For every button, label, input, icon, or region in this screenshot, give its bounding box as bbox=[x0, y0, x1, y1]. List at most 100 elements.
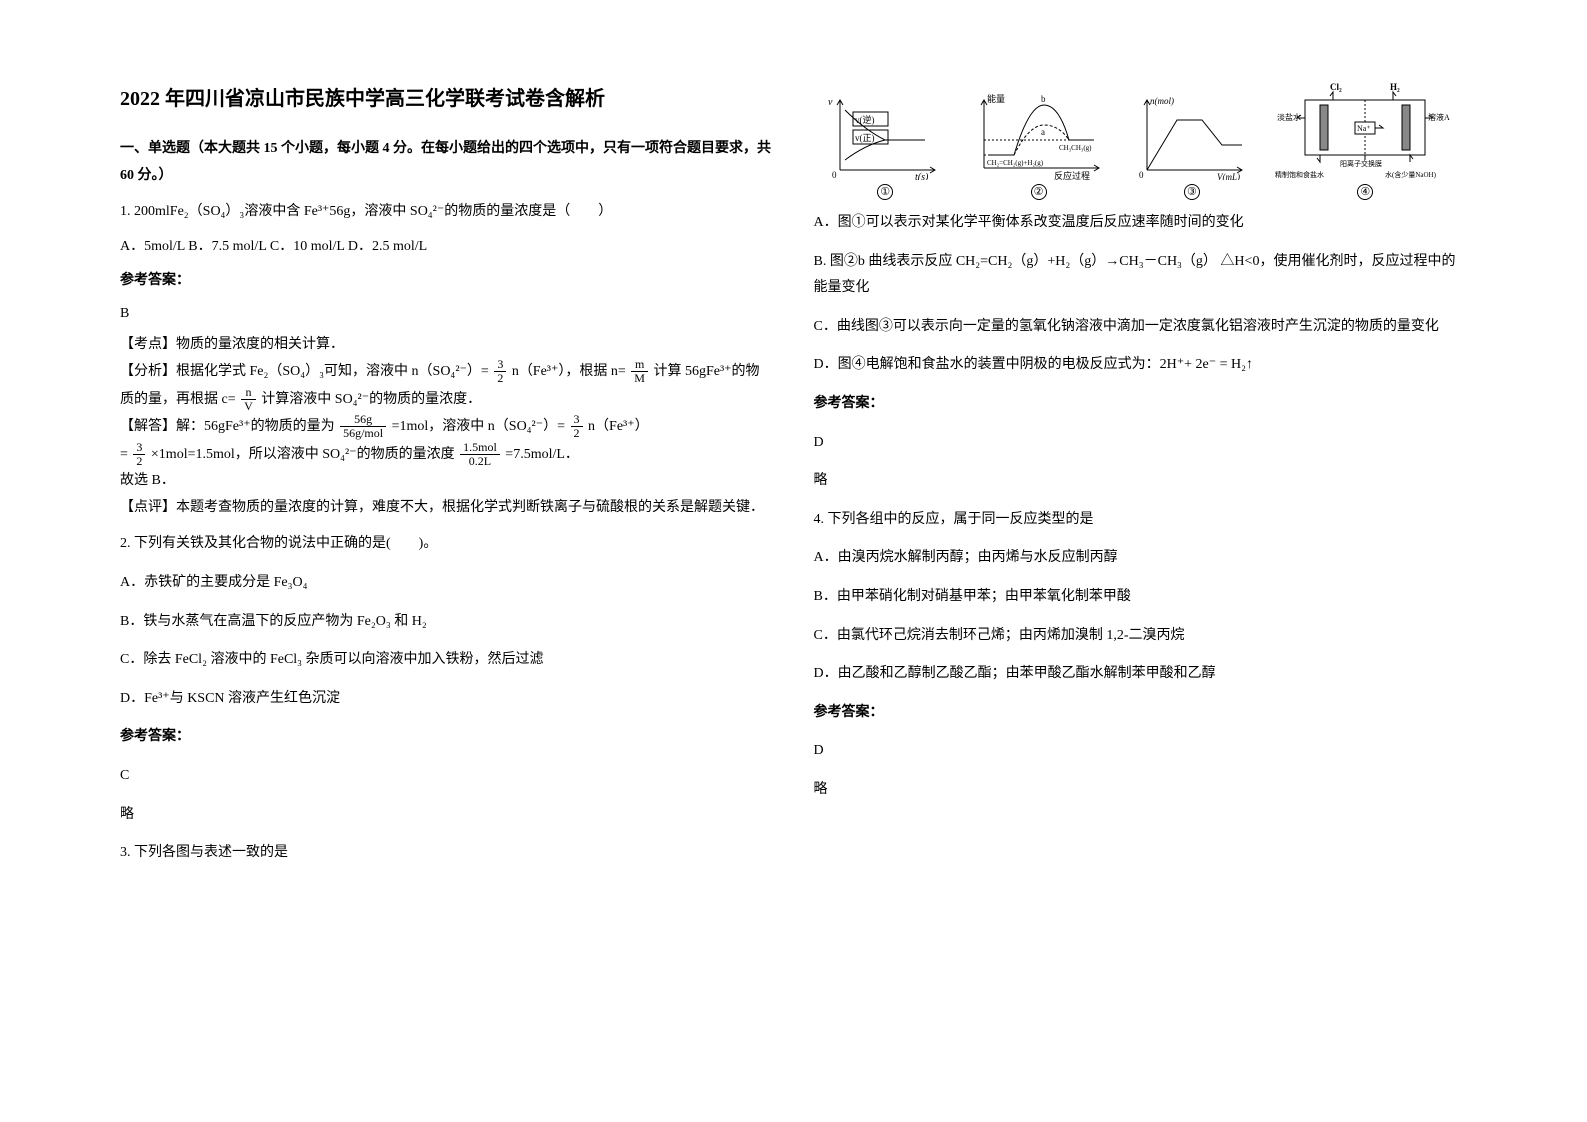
chart-2-svg: b a 能量 CH₃CH₃(g) CH₂=CH₂(g)+H₂(g) 反应过程 bbox=[969, 90, 1109, 180]
c2-b: b bbox=[1041, 94, 1046, 104]
chart-4-number: ④ bbox=[1357, 184, 1373, 200]
c2-line2: CH₂=CH₂(g)+H₂(g) bbox=[987, 159, 1044, 167]
q4-optB: B．由甲苯硝化制对硝基甲苯；由甲苯氧化制苯甲酸 bbox=[814, 584, 1468, 611]
chart-4: Cl₂ H₂ 淡盐水 溶液A Na⁺ 阳离子交换膜 精制饱和食盐水 水( bbox=[1275, 80, 1455, 200]
q2-optB: B．铁与水蒸气在高温下的反应产物为 Fe₂O₃ 和 H₂ bbox=[120, 609, 774, 636]
c2-a: a bbox=[1041, 127, 1045, 137]
q1-stem: 1. 200mlFe₂（SO₄）₃溶液中含 Fe³⁺56g，溶液中 SO₄²⁻的… bbox=[120, 199, 774, 226]
chart-3-svg: n(mol) 0 V(mL) bbox=[1132, 90, 1252, 180]
q4-optC: C．由氯代环己烷消去制环己烯；由丙烯加溴制 1,2-二溴丙烷 bbox=[814, 623, 1468, 650]
right-column: v(逆) v(正) v 0 t(s) ① b a 能量 bbox=[794, 80, 1488, 1082]
c4-bottom-left: 精制饱和食盐水 bbox=[1275, 170, 1324, 179]
frac-m-M: m M bbox=[631, 358, 648, 385]
q1-solve-line2: = 3 2 ×1mol=1.5mol，所以溶液中 SO₄²⁻的物质的量浓度 1.… bbox=[120, 441, 774, 469]
frac-n-V: n V bbox=[241, 386, 256, 413]
q3-skip: 略 bbox=[814, 468, 1468, 495]
frac-num: 3 bbox=[494, 358, 506, 372]
c3-axis-y: n(mol) bbox=[1150, 96, 1174, 106]
q2-optD: D．Fe³⁺与 KSCN 溶液产生红色沉淀 bbox=[120, 686, 774, 713]
question-3-options: A．图①可以表示对某化学平衡体系改变温度后反应速率随时间的变化 B. 图②b 曲… bbox=[814, 210, 1468, 495]
q2-optA: A．赤铁矿的主要成分是 Fe₃O₄ bbox=[120, 570, 774, 597]
q1-s1c: n（Fe³⁺） bbox=[588, 419, 649, 434]
svg-text:Cl₂: Cl₂ bbox=[1330, 82, 1342, 92]
c1-axis-x: t(s) bbox=[915, 172, 929, 180]
frac-den: V bbox=[241, 400, 256, 413]
frac-den: 2 bbox=[494, 372, 506, 385]
q1-a1c: 计算 56gFe³⁺的物 bbox=[653, 364, 759, 379]
c4-na: Na⁺ bbox=[1357, 124, 1371, 133]
q4-optA: A．由溴丙烷水解制丙醇；由丙烯与水反应制丙醇 bbox=[814, 545, 1468, 572]
q2-skip: 略 bbox=[120, 802, 774, 829]
frac-num: 3 bbox=[571, 413, 583, 427]
q4-stem: 4. 下列各组中的反应，属于同一反应类型的是 bbox=[814, 507, 1468, 534]
c4-left-label: 淡盐水 bbox=[1277, 112, 1301, 122]
c1-label-vni: v(逆) bbox=[855, 114, 875, 125]
frac-3-2: 3 2 bbox=[494, 358, 506, 385]
q3-optA: A．图①可以表示对某化学平衡体系改变温度后反应速率随时间的变化 bbox=[814, 210, 1468, 237]
chart-2-number: ② bbox=[1031, 184, 1047, 200]
q3-stem: 3. 下列各图与表述一致的是 bbox=[120, 840, 774, 867]
chart-1: v(逆) v(正) v 0 t(s) ① bbox=[825, 90, 945, 200]
section-heading: 一、单选题（本大题共 15 个小题，每小题 4 分。在每小题给出的四个选项中，只… bbox=[120, 136, 774, 189]
q1-analysis-line2: 质的量，再根据 c= n V 计算溶液中 SO₄²⁻的物质的量浓度． bbox=[120, 386, 774, 414]
charts-row: v(逆) v(正) v 0 t(s) ① b a 能量 bbox=[814, 80, 1468, 200]
q2-optC: C．除去 FeCl₂ 溶液中的 FeCl₃ 杂质可以向溶液中加入铁粉，然后过滤 bbox=[120, 647, 774, 674]
q2-answer: C bbox=[120, 763, 774, 790]
chart-3: n(mol) 0 V(mL) ③ bbox=[1132, 90, 1252, 200]
q2-answer-label: 参考答案： bbox=[120, 724, 774, 751]
q3-answer-label: 参考答案： bbox=[814, 391, 1468, 418]
q1-s2a: = bbox=[120, 447, 128, 462]
c1-label-vzheng: v(正) bbox=[855, 133, 875, 143]
frac-56g: 56g 56g/mol bbox=[340, 413, 386, 440]
chart-1-svg: v(逆) v(正) v 0 t(s) bbox=[825, 90, 945, 180]
svg-text:0: 0 bbox=[1139, 170, 1144, 180]
frac-den: 2 bbox=[571, 427, 583, 440]
q3-optB: B. 图②b 曲线表示反应 CH₂=CH₂（g）+H₂（g）→CH₃－CH₃（g… bbox=[814, 249, 1468, 302]
frac-den: 56g/mol bbox=[340, 427, 386, 440]
c4-membrane: 阳离子交换膜 bbox=[1340, 159, 1382, 168]
q1-a1b: n（Fe³⁺），根据 n= bbox=[512, 364, 626, 379]
frac-num: m bbox=[631, 358, 648, 372]
q1-comment: 【点评】本题考查物质的量浓度的计算，难度不大，根据化学式判断铁离子与硫酸根的关系… bbox=[120, 495, 774, 522]
c4-bottom-right: 水(含少量NaOH) bbox=[1385, 170, 1437, 179]
q4-skip: 略 bbox=[814, 777, 1468, 804]
q1-solve-line1: 【解答】解：56gFe³⁺的物质的量为 56g 56g/mol =1mol，溶液… bbox=[120, 413, 774, 441]
q1-solve-line3: 故选 B． bbox=[120, 468, 774, 495]
q1-a2a: 质的量，再根据 c= bbox=[120, 392, 236, 407]
q4-answer: D bbox=[814, 738, 1468, 765]
c1-axis-y: v bbox=[828, 97, 833, 108]
q1-a2b: 计算溶液中 SO₄²⁻的物质的量浓度． bbox=[261, 392, 481, 407]
q1-answer: B bbox=[120, 301, 774, 328]
frac-3-2-b: 3 2 bbox=[571, 413, 583, 440]
q1-a1a: 【分析】根据化学式 Fe₂（SO₄）₃可知，溶液中 n（SO₄²⁻）= bbox=[120, 364, 489, 379]
chart-2: b a 能量 CH₃CH₃(g) CH₂=CH₂(g)+H₂(g) 反应过程 ② bbox=[969, 90, 1109, 200]
page-title: 2022 年四川省凉山市民族中学高三化学联考试卷含解析 bbox=[120, 80, 774, 118]
frac-num: 3 bbox=[133, 441, 145, 455]
frac-den: 2 bbox=[133, 455, 145, 468]
q2-stem: 2. 下列有关铁及其化合物的说法中正确的是( )。 bbox=[120, 531, 774, 558]
chart-4-svg: Cl₂ H₂ 淡盐水 溶液A Na⁺ 阳离子交换膜 精制饱和食盐水 水( bbox=[1275, 80, 1455, 180]
frac-num: 1.5mol bbox=[460, 441, 500, 455]
q1-s1a: 【解答】解：56gFe³⁺的物质的量为 bbox=[120, 419, 335, 434]
c2-line1: CH₃CH₃(g) bbox=[1059, 144, 1092, 152]
question-2: 2. 下列有关铁及其化合物的说法中正确的是( )。 A．赤铁矿的主要成分是 Fe… bbox=[120, 531, 774, 828]
frac-3-2-c: 3 2 bbox=[133, 441, 145, 468]
q1-s2b: ×1mol=1.5mol，所以溶液中 SO₄²⁻的物质的量浓度 bbox=[151, 447, 458, 462]
svg-text:0: 0 bbox=[832, 170, 837, 180]
q1-analysis-line1: 【分析】根据化学式 Fe₂（SO₄）₃可知，溶液中 n（SO₄²⁻）= 3 2 … bbox=[120, 358, 774, 386]
left-column: 2022 年四川省凉山市民族中学高三化学联考试卷含解析 一、单选题（本大题共 1… bbox=[100, 80, 794, 1082]
frac-den: M bbox=[631, 372, 648, 385]
q3-answer: D bbox=[814, 430, 1468, 457]
chart-1-number: ① bbox=[877, 184, 893, 200]
frac-num: 56g bbox=[340, 413, 386, 427]
q1-s1b: =1mol，溶液中 n（SO₄²⁻）= bbox=[392, 419, 565, 434]
question-4: 4. 下列各组中的反应，属于同一反应类型的是 A．由溴丙烷水解制丙醇；由丙烯与水… bbox=[814, 507, 1468, 804]
chart-3-number: ③ bbox=[1184, 184, 1200, 200]
frac-den: 0.2L bbox=[460, 455, 500, 468]
q3-optC: C．曲线图③可以表示向一定量的氢氧化钠溶液中滴加一定浓度氯化铝溶液时产生沉淀的物… bbox=[814, 314, 1468, 341]
frac-1.5mol-0.2L: 1.5mol 0.2L bbox=[460, 441, 500, 468]
q4-optD: D．由乙酸和乙醇制乙酸乙酯；由苯甲酸乙酯水解制苯甲酸和乙醇 bbox=[814, 661, 1468, 688]
q1-point: 【考点】物质的量浓度的相关计算． bbox=[120, 332, 774, 359]
q4-answer-label: 参考答案： bbox=[814, 700, 1468, 727]
q1-options: A．5mol/L B．7.5 mol/L C．10 mol/L D．2.5 mo… bbox=[120, 234, 774, 261]
